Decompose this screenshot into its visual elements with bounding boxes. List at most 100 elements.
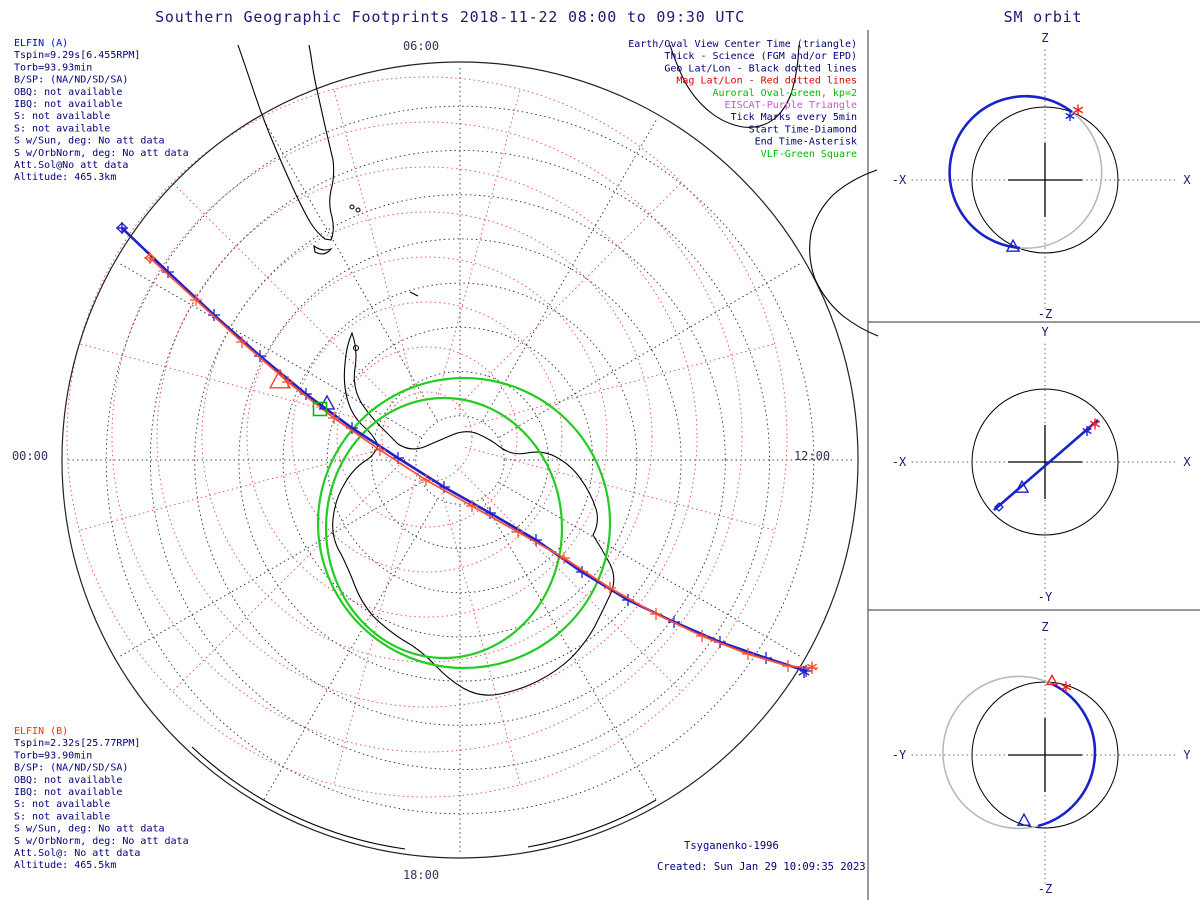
triangle-marker <box>1045 673 1059 686</box>
coastal-edge-arc-southeast <box>527 799 657 848</box>
elfin-a-stat: Att.Sol@No att data <box>14 160 128 171</box>
geo-meridian-line <box>262 117 438 421</box>
axis-label-left: -X <box>892 455 907 469</box>
triangle-marker <box>1014 479 1030 493</box>
mag-meridian-line <box>333 475 418 784</box>
elfin-b-stat: Altitude: 465.5km <box>14 860 116 871</box>
coastal-edge-arc-southwest <box>191 746 406 850</box>
elfin-b-stat: S: not available <box>14 799 110 810</box>
mag-meridian-line <box>454 464 681 691</box>
island <box>355 207 361 213</box>
page-title: Southern Geographic Footprints 2018-11-2… <box>155 8 745 26</box>
elfin-a-stat: S: not available <box>14 123 110 134</box>
satellite-footprint-tracks <box>116 222 818 677</box>
coastlines <box>191 44 879 850</box>
clock-label-right: 12:00 <box>794 449 830 463</box>
geo-latitude-circle <box>282 282 638 638</box>
geo-meridian-line <box>262 499 438 803</box>
antarctica-coastline <box>332 331 615 696</box>
legend-item: Earth/Oval View Center Time (triangle) <box>628 39 857 50</box>
geo-latitude-circle <box>238 238 682 682</box>
legend-item: Tick Marks every 5min <box>731 112 857 123</box>
asterisk-marker <box>1065 112 1075 120</box>
mag-latitude-circle <box>66 76 788 798</box>
axis-label-top: Y <box>1041 325 1049 339</box>
geo-meridian-line <box>499 482 803 658</box>
end time ELFIN A-marker <box>798 668 810 676</box>
axis-label-bottom: -Z <box>1038 882 1052 896</box>
elfin-a-stat: S: not available <box>14 111 110 122</box>
legend-item: Thick - Science (FGM and/or EPD) <box>664 51 857 62</box>
axis-label-bottom: -Y <box>1038 590 1053 604</box>
island <box>352 344 360 352</box>
axis-label-right: X <box>1183 455 1191 469</box>
earth-circle <box>971 388 1119 536</box>
magnetic-graticule <box>66 76 788 798</box>
clock-label-top: 06:00 <box>403 39 439 53</box>
map-boundary-circle <box>61 61 859 859</box>
elfin-a-info-block: ELFIN (A) Tspin=9.29s[6.455RPM] Torb=93.… <box>14 38 189 183</box>
sm-orbit-title: SM orbit <box>1004 8 1083 26</box>
end time ELFIN B-marker <box>806 663 818 671</box>
asterisk-marker <box>1072 106 1084 114</box>
sm-orbit-markers <box>994 104 1101 826</box>
legend-block: Earth/Oval View Center Time (triangle) T… <box>628 39 857 160</box>
asterisk-marker <box>1060 683 1072 691</box>
elfin-b-stat: S w/OrbNorm, deg: No att data <box>14 836 189 847</box>
island <box>409 291 419 297</box>
diamond-marker <box>994 502 1004 512</box>
axis-label-top: Z <box>1041 620 1048 634</box>
asterisk-marker <box>1082 427 1092 435</box>
clock-label-left: 00:00 <box>12 449 48 463</box>
created-credit: Created: Sun Jan 29 10:09:35 2023 <box>657 861 866 873</box>
mag-meridian-line <box>436 90 521 399</box>
geo-meridian-line <box>117 482 421 658</box>
orbit-near-arc <box>948 94 1073 250</box>
mag-meridian-line <box>454 183 681 410</box>
orbit-far-arc <box>1019 111 1103 249</box>
elfin-b-stat: B/SP: (NA/ND/SD/SA) <box>14 763 128 774</box>
elfin-b-stat: Att.Sol@: No att data <box>14 848 140 859</box>
axis-label-bottom: -Z <box>1038 307 1052 321</box>
model-credit: Tsyganenko-1996 <box>684 840 779 852</box>
elfin-b-stat: OBQ: not available <box>14 775 122 786</box>
elfin-b-stat: IBQ: not available <box>14 787 122 798</box>
mag-latitude-circle <box>201 211 653 663</box>
VLF station-marker <box>312 401 328 417</box>
africa-coastline <box>669 44 800 128</box>
geo-meridian-line <box>482 499 658 803</box>
triangle-marker <box>1005 238 1021 252</box>
axis-label-left: -X <box>892 173 907 187</box>
geo-latitude-circle <box>149 149 771 771</box>
mag-meridian-line <box>80 343 389 428</box>
legend-item: Start Time-Diamond <box>749 124 857 135</box>
elfin-b-info-block: ELFIN (B) Tspin=2.32s[25.77RPM] Torb=93.… <box>14 726 189 871</box>
legend-item: EISCAT-Purple Triangle <box>725 100 857 111</box>
axis-label-right: Y <box>1183 748 1191 762</box>
elfin-a-title: ELFIN (A) <box>14 38 68 49</box>
start time ELFIN A-marker <box>116 222 128 234</box>
orbit-edge-on-line <box>993 419 1099 511</box>
auroral-oval <box>316 376 612 670</box>
elfin-a-stat: B/SP: (NA/ND/SD/SA) <box>14 75 128 86</box>
tierra-del-fuego-island <box>313 244 333 255</box>
mag-meridian-line <box>173 464 400 691</box>
earth-circle <box>971 106 1119 254</box>
earth-circle <box>971 681 1119 829</box>
elfin-a-stat: Torb=93.93min <box>14 62 92 73</box>
triangle-marker <box>1016 812 1032 826</box>
axis-label-top: Z <box>1041 31 1048 45</box>
credits-block: Tsyganenko-1996 Created: Sun Jan 29 10:0… <box>657 840 866 873</box>
elfin-b-title: ELFIN (B) <box>14 726 68 737</box>
legend-item: Mag Lat/Lon - Red dotted lines <box>676 76 857 87</box>
island <box>349 204 355 210</box>
sm-orbit-panel-yz: Z -Z -Y Y <box>892 620 1192 896</box>
elfin-b-stat: S: not available <box>14 811 110 822</box>
geo-latitude-circle <box>326 326 594 594</box>
elfin-a-stat: Tspin=9.29s[6.455RPM] <box>14 50 140 61</box>
legend-item: Auroral Oval-Green, kp=2 <box>713 88 858 99</box>
elfin-a-stat: Altitude: 465.3km <box>14 172 116 183</box>
geo-latitude-circle <box>105 105 815 815</box>
